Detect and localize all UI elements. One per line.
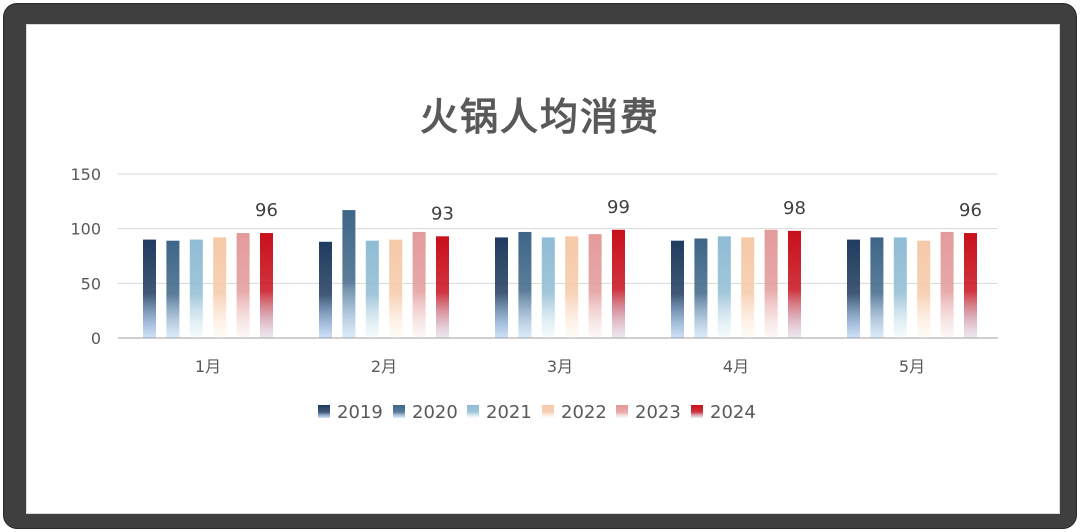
bar-2022-5	[917, 240, 931, 338]
data-label: 93	[431, 203, 454, 224]
data-label: 96	[959, 200, 982, 221]
bar-2024-4	[788, 230, 801, 338]
bar-2023-2	[412, 231, 426, 338]
bar-2021-3	[541, 237, 555, 338]
legend-swatch-2020	[393, 405, 405, 418]
bar-2023-1	[236, 233, 250, 338]
bar-2021-5	[893, 237, 907, 338]
chart-title: 火锅人均消费	[419, 95, 660, 139]
bar-2024-3	[612, 229, 625, 338]
legend-swatch-2023	[616, 405, 628, 418]
bar-2020-5	[870, 237, 884, 338]
bar-2020-4	[694, 238, 708, 338]
legend-swatch-2022	[542, 405, 554, 418]
bar-2022-4	[741, 237, 755, 338]
y-tick-label: 100	[70, 220, 101, 239]
legend-swatch-2021	[467, 405, 479, 418]
data-label: 96	[255, 200, 278, 221]
data-label: 98	[783, 198, 806, 219]
legend-swatch-2019	[318, 405, 330, 418]
legend-label-2020: 2020	[412, 402, 458, 423]
gridlines	[118, 173, 998, 339]
bar-2024-2	[436, 236, 449, 338]
legend-swatch-2024	[691, 405, 703, 418]
bar-2019-2	[319, 241, 332, 338]
data-label: 99	[607, 197, 630, 218]
bar-2022-1	[213, 237, 227, 338]
bar-2023-4	[764, 229, 778, 338]
bar-2019-4	[671, 240, 684, 338]
bar-2019-3	[495, 237, 508, 338]
bar-2020-1	[166, 240, 180, 338]
x-category-label: 1月	[195, 357, 221, 376]
bar-2024-5	[964, 233, 977, 338]
bar-2019-1	[143, 239, 156, 338]
x-category-label: 4月	[723, 357, 749, 376]
x-category-label: 2月	[371, 357, 397, 376]
bar-2022-2	[389, 239, 403, 338]
y-tick-label: 50	[81, 274, 101, 293]
bar-2024-1	[260, 233, 273, 338]
legend-label-2024: 2024	[710, 402, 756, 423]
legend-label-2023: 2023	[635, 402, 681, 423]
data-labels: 96 93 99 98 96	[255, 197, 982, 225]
bar-2023-3	[588, 234, 602, 338]
bars	[143, 210, 977, 338]
bar-2021-4	[717, 236, 731, 338]
bar-2019-5	[847, 239, 860, 338]
x-category-label: 5月	[899, 357, 925, 376]
y-tick-label: 0	[91, 329, 101, 348]
y-axis-ticks: 150 100 50 0	[70, 165, 101, 348]
legend-label-2021: 2021	[486, 402, 532, 423]
legend-label-2019: 2019	[337, 402, 383, 423]
legend-label-2022: 2022	[561, 402, 607, 423]
x-category-label: 3月	[547, 357, 573, 376]
y-tick-label: 150	[70, 165, 101, 184]
bar-2021-2	[365, 240, 379, 338]
legend: 2019 2020 2021 2022 2023 2024	[318, 402, 756, 423]
bar-2021-1	[189, 239, 203, 338]
x-axis-categories: 1月 2月 3月 4月 5月	[195, 357, 925, 376]
bar-2020-2	[342, 210, 356, 338]
bar-2022-3	[565, 236, 579, 338]
bar-2020-3	[518, 231, 532, 338]
bar-2023-5	[940, 231, 954, 338]
